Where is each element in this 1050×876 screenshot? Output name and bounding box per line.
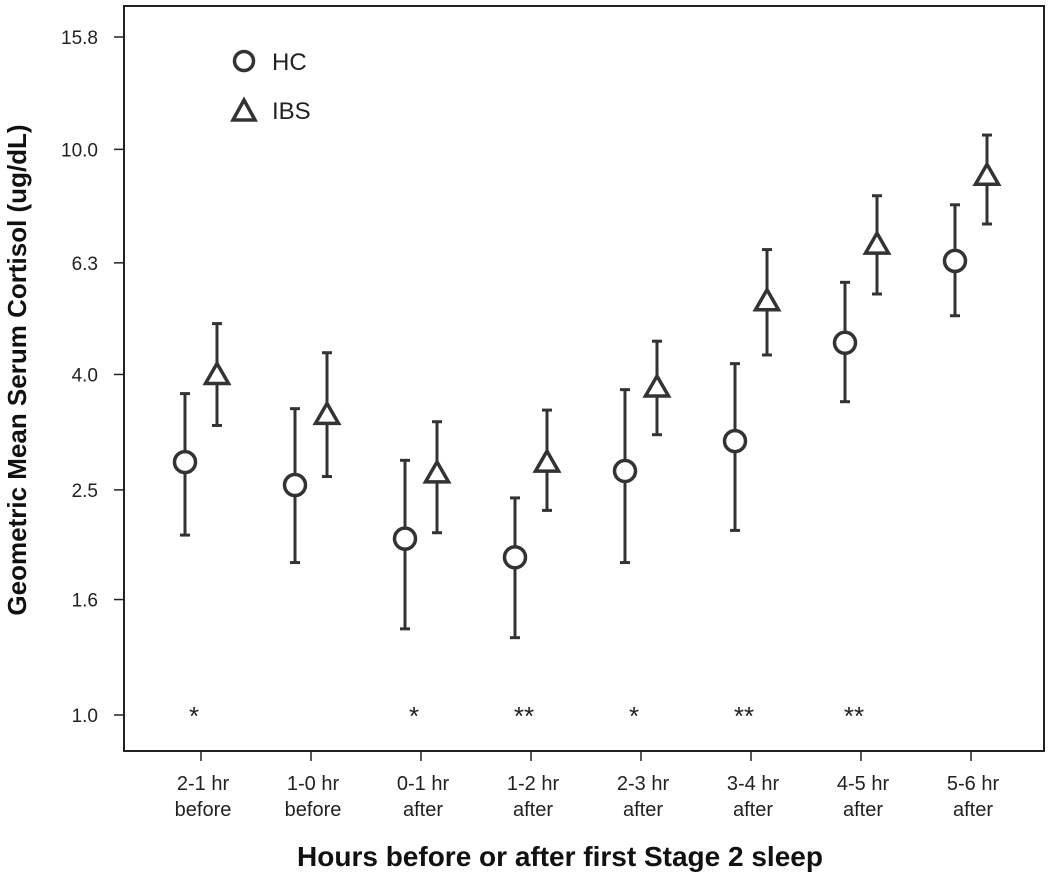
hc-point [502,545,528,570]
x-axis: 2-1 hr before 1-0 hr before 0-1 hr after 1-2 h… [175,751,1000,821]
x-tick-label: after [733,799,773,821]
legend-hc-label: HC [272,49,307,76]
x-tick-label: after [403,799,443,821]
legend-ibs-marker [230,96,258,122]
y-tick-label: 1.6 [72,591,98,612]
significance-mark: * [189,701,199,731]
x-axis-title: Hours before or after first Stage 2 slee… [297,841,823,872]
x-tick-label: 4-5 hr [837,773,890,795]
hc-point [722,428,748,454]
x-tick-label: after [843,799,883,821]
legend-hc-marker [232,49,256,73]
x-tick-label: after [513,799,553,821]
data-markers [172,160,1002,570]
x-tick-label: after [953,799,993,821]
y-tick-label: 6.3 [72,254,98,275]
x-tick-label: before [285,799,342,821]
y-tick-label: 15.8 [61,28,98,49]
hc-point [832,330,858,356]
y-tick-label: 2.5 [72,481,98,502]
ibs-point [862,229,892,255]
hc-point [282,472,308,498]
y-tick-label: 10.0 [61,140,98,161]
y-tick-label: 4.0 [72,365,98,386]
x-tick-label: 2-1 hr [177,773,230,795]
ibs-point [312,399,342,426]
x-tick-label: 0-1 hr [397,773,450,795]
x-tick-label: 1-2 hr [507,773,560,795]
hc-point [942,248,968,274]
x-tick-label: 3-4 hr [727,773,780,795]
error-bars [180,133,992,640]
y-axis: 1.0 1.6 2.5 4.0 6.3 10.0 15.8 [61,28,124,727]
ibs-point [642,372,672,398]
hc-point [612,458,638,484]
significance-marks: * * ** * ** ** [189,701,864,731]
x-tick-label: 1-0 hr [287,773,340,795]
plot-frame [123,5,1045,752]
hc-point [172,449,198,475]
ibs-point [752,286,782,312]
ibs-point [202,359,232,386]
y-axis-title: Geometric Mean Serum Cortisol (ug/dL) [2,124,32,615]
legend: HC IBS [230,49,311,125]
x-tick-label: 5-6 hr [947,773,1000,795]
x-tick-label: before [175,799,232,821]
significance-mark: ** [844,701,864,731]
y-tick-label: 1.0 [72,706,98,727]
significance-mark: ** [734,701,754,731]
ibs-point [972,160,1002,186]
ibs-point [422,458,452,484]
significance-mark: ** [514,701,534,731]
hc-point [392,526,418,551]
legend-ibs-label: IBS [272,98,311,125]
x-tick-label: after [623,799,663,821]
significance-mark: * [629,701,639,731]
x-tick-label: 2-3 hr [617,773,670,795]
significance-mark: * [409,701,419,731]
ibs-point [532,447,562,473]
